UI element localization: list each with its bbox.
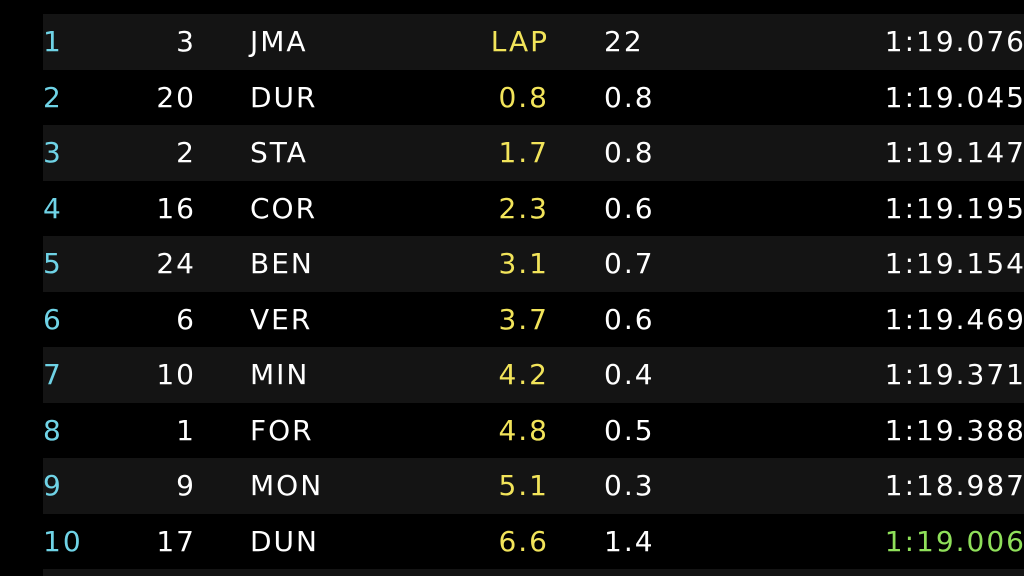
position-cell: 7	[43, 358, 63, 391]
driver-code-cell: DUN	[250, 524, 319, 558]
position-cell: 6	[43, 302, 63, 336]
driver-code-cell: BEN	[250, 247, 314, 280]
last-lap-cell: 1:19.195	[884, 191, 1024, 225]
position-cell: 9	[43, 469, 63, 502]
table-row: 7 10 MIN 4.2 0.4 1:19.371	[43, 347, 1024, 403]
interval-cell: 0.3	[604, 469, 655, 502]
best-lap-cell: 1:19.006	[884, 524, 1024, 558]
driver-code-cell: DUR	[250, 80, 318, 114]
position-cell: 10	[43, 524, 83, 558]
driver-code-cell: VER	[250, 302, 313, 336]
last-lap-cell: 1:19.045	[884, 80, 1024, 114]
interval-cell: 0.6	[604, 302, 655, 336]
car-number-cell: 17	[156, 524, 196, 558]
table-row: 8 1 FOR 4.8 0.5 1:19.388	[43, 402, 1024, 458]
table-row: 9 9 MON 5.1 0.3 1:18.987	[43, 458, 1024, 514]
driver-code-cell: MIN	[250, 358, 310, 391]
gap-cell: 3.7	[498, 302, 549, 336]
gap-cell: 6.6	[498, 524, 549, 558]
table-row: 3 2 STA 1.7 0.8 1:19.147	[43, 125, 1024, 181]
position-cell: 8	[43, 413, 63, 447]
last-lap-cell: 1:19.154	[884, 247, 1024, 280]
last-lap-cell: 1:18.987	[884, 469, 1024, 502]
car-number-cell: 1	[176, 413, 196, 447]
table-row: 1 3 JMA LAP 22 1:19.076	[43, 14, 1024, 70]
car-number-cell: 9	[176, 469, 196, 502]
position-cell: 1	[43, 25, 63, 58]
gap-cell: 1.7	[498, 136, 549, 169]
interval-cell: 22	[604, 25, 644, 58]
gap-cell: 4.2	[498, 358, 549, 391]
interval-cell: 0.4	[604, 358, 655, 391]
driver-code-cell: MON	[250, 469, 324, 502]
table-row: 10 17 DUN 6.6 1.4 1:19.006	[43, 513, 1024, 569]
driver-code-cell: COR	[250, 191, 318, 225]
interval-cell: 0.8	[604, 136, 655, 169]
table-row: 4 16 COR 2.3 0.6 1:19.195	[43, 180, 1024, 236]
gap-cell: 2.3	[498, 191, 549, 225]
car-number-cell: 10	[156, 358, 196, 391]
gap-cell: 4.8	[498, 413, 549, 447]
next-row-strip	[43, 569, 1024, 576]
last-lap-cell: 1:19.147	[884, 136, 1024, 169]
position-cell: 5	[43, 247, 63, 280]
gap-cell: 0.8	[498, 80, 549, 114]
last-lap-cell: 1:19.371	[884, 358, 1024, 391]
table-row: 5 24 BEN 3.1 0.7 1:19.154	[43, 236, 1024, 292]
interval-cell: 0.8	[604, 80, 655, 114]
position-cell: 3	[43, 136, 63, 169]
driver-code-cell: STA	[250, 136, 308, 169]
driver-code-cell: JMA	[250, 25, 308, 58]
car-number-cell: 24	[156, 247, 196, 280]
gap-cell: 5.1	[498, 469, 549, 502]
car-number-cell: 20	[156, 80, 196, 114]
interval-cell: 0.5	[604, 413, 655, 447]
car-number-cell: 2	[176, 136, 196, 169]
timing-leaderboard: 1 3 JMA LAP 22 1:19.076 2 20 DUR 0.8 0.8…	[43, 14, 1024, 569]
driver-code-cell: FOR	[250, 413, 314, 447]
interval-cell: 0.6	[604, 191, 655, 225]
interval-cell: 1.4	[604, 524, 655, 558]
interval-cell: 0.7	[604, 247, 655, 280]
car-number-cell: 6	[176, 302, 196, 336]
position-cell: 4	[43, 191, 63, 225]
table-row: 6 6 VER 3.7 0.6 1:19.469	[43, 291, 1024, 347]
position-cell: 2	[43, 80, 63, 114]
car-number-cell: 16	[156, 191, 196, 225]
last-lap-cell: 1:19.469	[884, 302, 1024, 336]
gap-cell: 3.1	[498, 247, 549, 280]
gap-cell: LAP	[490, 25, 549, 58]
table-row: 2 20 DUR 0.8 0.8 1:19.045	[43, 69, 1024, 125]
last-lap-cell: 1:19.076	[884, 25, 1024, 58]
last-lap-cell: 1:19.388	[884, 413, 1024, 447]
car-number-cell: 3	[176, 25, 196, 58]
